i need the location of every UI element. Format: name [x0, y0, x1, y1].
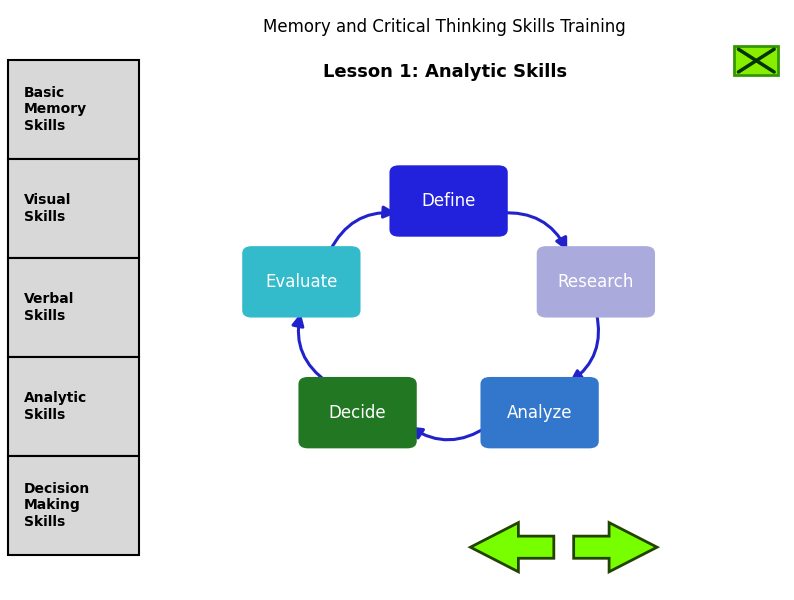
Polygon shape: [470, 523, 554, 572]
FancyBboxPatch shape: [537, 246, 655, 317]
FancyBboxPatch shape: [734, 46, 778, 75]
Text: Visual
Skills: Visual Skills: [24, 193, 71, 224]
Text: Basic
Memory
Skills: Basic Memory Skills: [24, 86, 87, 133]
Text: Define: Define: [422, 192, 476, 210]
FancyBboxPatch shape: [8, 60, 139, 159]
FancyBboxPatch shape: [8, 357, 139, 456]
Text: Research: Research: [557, 273, 634, 291]
FancyBboxPatch shape: [299, 377, 417, 448]
FancyArrowPatch shape: [572, 313, 599, 380]
Text: Analyze: Analyze: [507, 404, 572, 422]
Polygon shape: [573, 523, 657, 572]
FancyBboxPatch shape: [480, 377, 599, 448]
Text: Lesson 1: Analytic Skills: Lesson 1: Analytic Skills: [322, 63, 567, 81]
FancyBboxPatch shape: [8, 159, 139, 258]
FancyArrowPatch shape: [330, 207, 393, 251]
Text: Decide: Decide: [329, 404, 387, 422]
FancyBboxPatch shape: [8, 258, 139, 357]
Text: Evaluate: Evaluate: [265, 273, 337, 291]
Text: Analytic
Skills: Analytic Skills: [24, 391, 87, 422]
FancyArrowPatch shape: [293, 316, 328, 383]
FancyBboxPatch shape: [8, 456, 139, 555]
FancyArrowPatch shape: [412, 427, 488, 440]
FancyBboxPatch shape: [242, 246, 360, 317]
FancyBboxPatch shape: [389, 165, 508, 236]
FancyArrowPatch shape: [501, 213, 565, 248]
Text: Decision
Making
Skills: Decision Making Skills: [24, 482, 90, 529]
Text: Memory and Critical Thinking Skills Training: Memory and Critical Thinking Skills Trai…: [264, 18, 626, 36]
Text: Verbal
Skills: Verbal Skills: [24, 292, 74, 323]
